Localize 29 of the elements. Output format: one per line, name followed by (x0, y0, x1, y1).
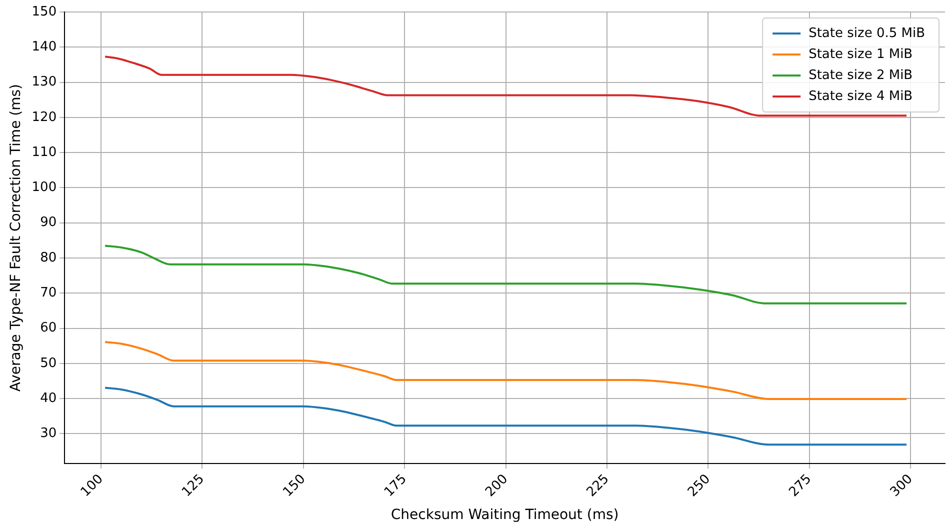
x-tick-label: 175 (382, 472, 410, 500)
y-tick-label: 70 (40, 286, 57, 301)
x-tick-label: 300 (888, 472, 916, 500)
y-tick-label: 30 (40, 426, 57, 442)
line-series (104, 341, 908, 400)
y-tick-label: 110 (32, 144, 57, 160)
y-tick-label: 90 (40, 215, 57, 230)
x-tick-label: 100 (78, 472, 106, 500)
y-tick-label: 40 (40, 390, 57, 406)
legend-label: State size 0.5 MiB (808, 26, 925, 41)
x-tick-label: 125 (179, 472, 208, 500)
legend-label: State size 2 MiB (808, 68, 913, 83)
x-tick-label: 200 (482, 472, 512, 500)
y-tick-label: 150 (32, 4, 57, 20)
y-tick-label: 130 (32, 74, 57, 90)
y-tick-label: 60 (40, 320, 57, 336)
x-tick-label: 150 (280, 472, 309, 500)
y-tick-label: 140 (32, 40, 57, 55)
y-axis-title: Average Type-NF Fault Correction Time (ms) (8, 84, 24, 392)
legend-label: State size 4 MiB (808, 88, 913, 104)
line-series (104, 244, 908, 304)
line-series (104, 386, 908, 446)
y-tick-label: 80 (40, 250, 57, 266)
y-tick-label: 120 (32, 110, 57, 125)
x-tick-label: 250 (685, 472, 714, 500)
x-axis-title: Checksum Waiting Timeout (ms) (390, 507, 619, 524)
y-tick-label: 50 (40, 356, 57, 371)
y-tick-label: 100 (32, 180, 57, 196)
legend-label: State size 1 MiB (808, 46, 913, 62)
